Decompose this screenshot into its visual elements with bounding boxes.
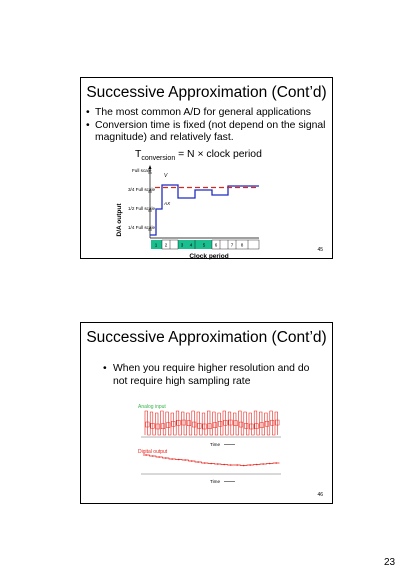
sample-box [192,421,197,428]
digital-sample-dot [236,464,238,466]
digital-sample-dot [223,463,225,466]
clock-tick: 4 [190,243,193,248]
slide-45: Successive Approximation (Cont’d) The mo… [80,77,333,260]
digital-sample-dot [262,463,264,465]
x-axis-label: Clock period [189,253,228,260]
slide-46: Successive Approximation (Cont’d) When y… [80,322,333,504]
sample-box [233,420,238,427]
sample-box [223,419,228,426]
clock-tick: 7 [231,243,234,248]
successive-approximation-figure: D/A output Full scale 3/4 Full scale 1/2… [116,165,260,260]
conversion-time-formula: Tconversion = N × clock period [135,149,262,162]
clock-tick: 5 [203,243,206,248]
digital-sample-dot [216,463,219,465]
formula-subscript: conversion [141,155,176,163]
digital-output-label: Digital output [138,449,168,455]
y-axis-label: D/A output [116,203,123,237]
bullet-item: Conversion time is fixed (not depend on … [86,120,332,145]
clock-tick: 3 [181,243,184,248]
clock-tick: 2 [165,243,168,248]
analog-input-label: Analog input [138,404,166,410]
sample-box [259,422,264,428]
sample-box [171,421,176,427]
digital-sample-dot [249,464,251,466]
digital-sample-dot [242,464,245,467]
sample-box [186,420,191,426]
signal-label-v: V [164,173,168,179]
digital-sample-dot [275,462,277,464]
digital-output-waveform [143,454,280,467]
sample-box [244,423,249,429]
digital-sample-dot [151,455,154,457]
sample-box [166,422,171,428]
clock-tick: 6 [215,243,218,248]
digital-sample-dot [210,462,212,465]
bullet-item: The most common A/D for general applicat… [86,107,332,120]
sample-box [238,421,243,428]
bottom-time-label: Time [210,479,220,484]
bullet-item: When you require higher resolution and d… [103,363,318,388]
dac-output-trace [150,184,259,236]
digital-sample-dot [158,456,160,458]
y-axis-arrow [148,165,152,169]
digital-sample-dot [164,457,167,459]
sample-box [181,419,186,426]
level-label: 1/2 Full scale [128,206,156,211]
digital-sample-dot [171,458,173,460]
digital-sample-dot [177,458,180,461]
page-number: 23 [384,557,396,568]
sample-box [197,423,202,429]
slide-title: Successive Approximation (Cont’d) [86,329,327,346]
slide-number: 46 [317,492,323,498]
signal-label-ax: AX [163,201,171,206]
clock-tick: 8 [241,243,244,248]
digital-sample-dot [203,462,206,464]
level-label: 3/4 Full scale [128,187,156,192]
clock-tick: 1 [155,243,158,248]
sampling-figure: Analog input Time Digital output Time [138,404,281,484]
formula-prefix: T [135,149,142,160]
sample-box [202,423,207,430]
sample-box [275,419,280,426]
sample-box [264,420,269,427]
level-label: Full scale [132,168,152,173]
level-label: 1/4 Full scale [128,225,156,230]
digital-sample-dot [190,460,193,462]
bullet-list: When you require higher resolution and d… [103,363,318,388]
slide-number: 45 [317,247,323,253]
sample-box [228,419,233,426]
digital-sample-dot [184,459,186,461]
sample-box [212,422,217,428]
bullet-list: The most common A/D for general applicat… [86,107,332,145]
slide-title: Successive Approximation (Cont’d) [86,84,327,101]
sample-box [145,421,150,428]
sample-box [270,419,275,426]
analog-input-waveform [144,410,280,436]
sample-box [207,423,212,429]
sample-box [249,423,254,430]
sample-box [218,421,223,427]
formula-rest: = N × clock period [175,149,262,160]
digital-staircase [143,454,280,466]
sample-box [176,420,181,426]
top-time-label: Time [210,442,220,447]
clock-period-blocks [151,239,260,250]
digital-sample-dot [255,463,258,466]
digital-sample-dot [145,454,147,456]
digital-sample-dot [229,464,232,466]
sample-box [150,423,155,429]
digital-sample-dot [197,461,199,463]
sample-box [254,423,259,429]
sample-box [160,423,165,429]
sample-box [155,423,160,430]
digital-sample-dot [268,462,271,465]
